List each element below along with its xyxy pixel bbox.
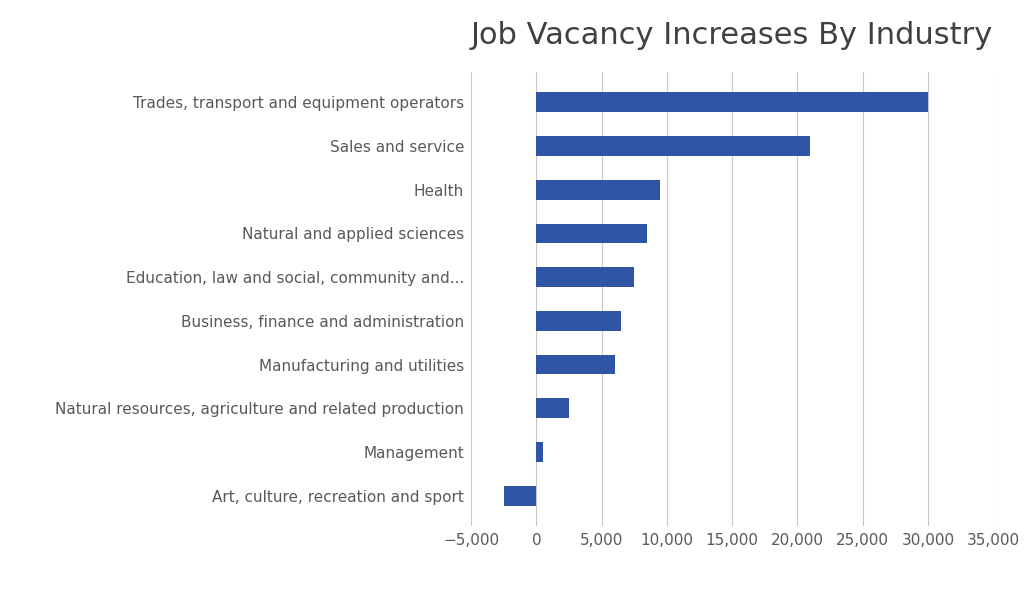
Bar — [537, 136, 811, 156]
Bar — [504, 486, 537, 505]
Bar — [537, 398, 569, 418]
Bar — [537, 180, 660, 200]
Title: Job Vacancy Increases By Industry: Job Vacancy Increases By Industry — [471, 21, 993, 50]
Bar — [537, 93, 928, 112]
Bar — [537, 311, 622, 331]
Bar — [537, 267, 634, 287]
Bar — [537, 224, 647, 243]
Bar — [537, 355, 614, 374]
Bar — [537, 442, 543, 462]
